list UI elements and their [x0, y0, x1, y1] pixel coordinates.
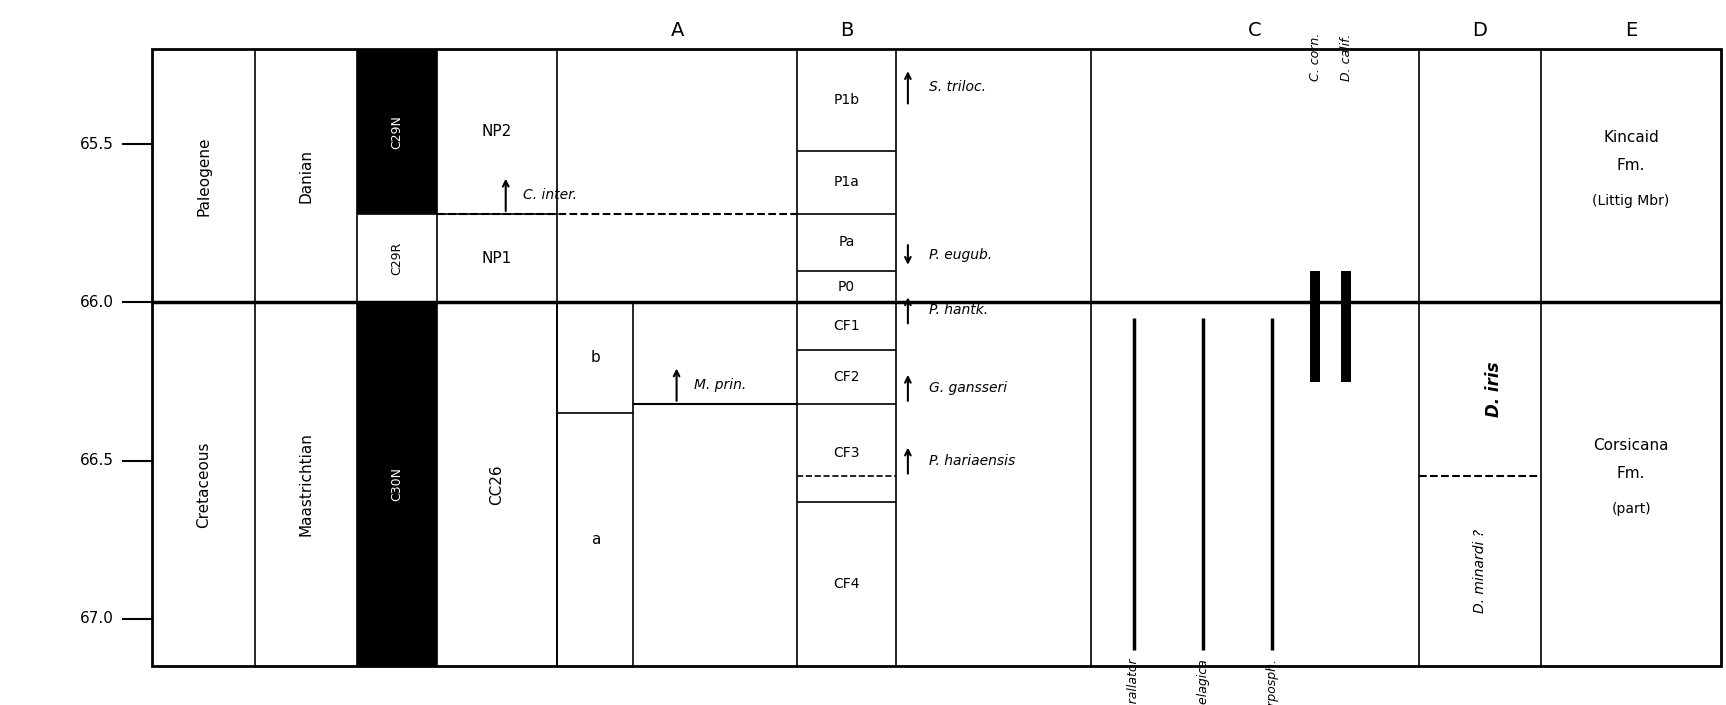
Text: P1b: P1b [834, 93, 860, 107]
Text: T. pelagica: T. pelagica [1196, 659, 1210, 705]
Text: 66.5: 66.5 [79, 453, 114, 468]
Text: G. gansseri: G. gansseri [929, 381, 1006, 395]
Bar [1341, 271, 1351, 381]
Text: Maastrichtian: Maastrichtian [299, 432, 314, 537]
Text: 65.5: 65.5 [79, 137, 114, 152]
Bar [357, 49, 437, 214]
Text: P. hantk.: P. hantk. [929, 303, 987, 317]
Text: D. calif.: D. calif. [1339, 34, 1353, 81]
Text: A: A [671, 21, 683, 39]
Text: P0: P0 [839, 280, 854, 293]
Text: NP2: NP2 [482, 124, 513, 139]
Text: Cretaceous: Cretaceous [197, 441, 211, 527]
Text: B: B [841, 21, 853, 39]
Text: Corsicana: Corsicana [1593, 438, 1669, 453]
Text: D. iris: D. iris [1484, 362, 1503, 417]
Text: Kincaid: Kincaid [1603, 130, 1659, 145]
Text: CF2: CF2 [834, 369, 860, 384]
Text: D: D [1472, 21, 1488, 39]
Text: C29N: C29N [390, 115, 404, 149]
Text: C29R: C29R [390, 242, 404, 275]
Text: Danian: Danian [299, 149, 314, 203]
Text: C. corn.: C. corn. [1308, 32, 1322, 81]
Text: P. hariaensis: P. hariaensis [929, 453, 1015, 467]
Text: C: C [1248, 21, 1262, 39]
Text: (Littig Mbr): (Littig Mbr) [1593, 194, 1669, 207]
Text: (part): (part) [1612, 502, 1650, 516]
Text: CF1: CF1 [834, 319, 860, 333]
Text: 67.0: 67.0 [79, 611, 114, 626]
Text: S. triloc.: S. triloc. [929, 80, 986, 94]
Text: C30N: C30N [390, 467, 404, 501]
Text: P. eugub.: P. eugub. [929, 248, 992, 262]
Text: CF3: CF3 [834, 446, 860, 460]
Bar [1310, 271, 1320, 381]
Text: Paleogene: Paleogene [197, 136, 211, 216]
Text: 66.0: 66.0 [79, 295, 114, 310]
Text: a: a [590, 532, 601, 547]
Text: Fm.: Fm. [1617, 158, 1645, 173]
Text: Fm.: Fm. [1617, 466, 1645, 482]
Text: M. prin.: M. prin. [694, 378, 746, 392]
Text: D. minardi ?: D. minardi ? [1472, 529, 1488, 613]
Bar [357, 302, 437, 666]
Text: P1a: P1a [834, 176, 860, 189]
Text: P. grallator: P. grallator [1127, 659, 1141, 705]
Text: Pa: Pa [839, 235, 854, 250]
Text: CC26: CC26 [490, 464, 504, 505]
Text: C. inter.: C. inter. [523, 188, 576, 202]
Bar [152, 49, 1721, 666]
Text: E: E [1624, 21, 1638, 39]
Text: D. carposph.: D. carposph. [1265, 659, 1279, 705]
Text: NP1: NP1 [482, 251, 513, 266]
Text: CF4: CF4 [834, 577, 860, 591]
Text: b: b [590, 350, 601, 365]
